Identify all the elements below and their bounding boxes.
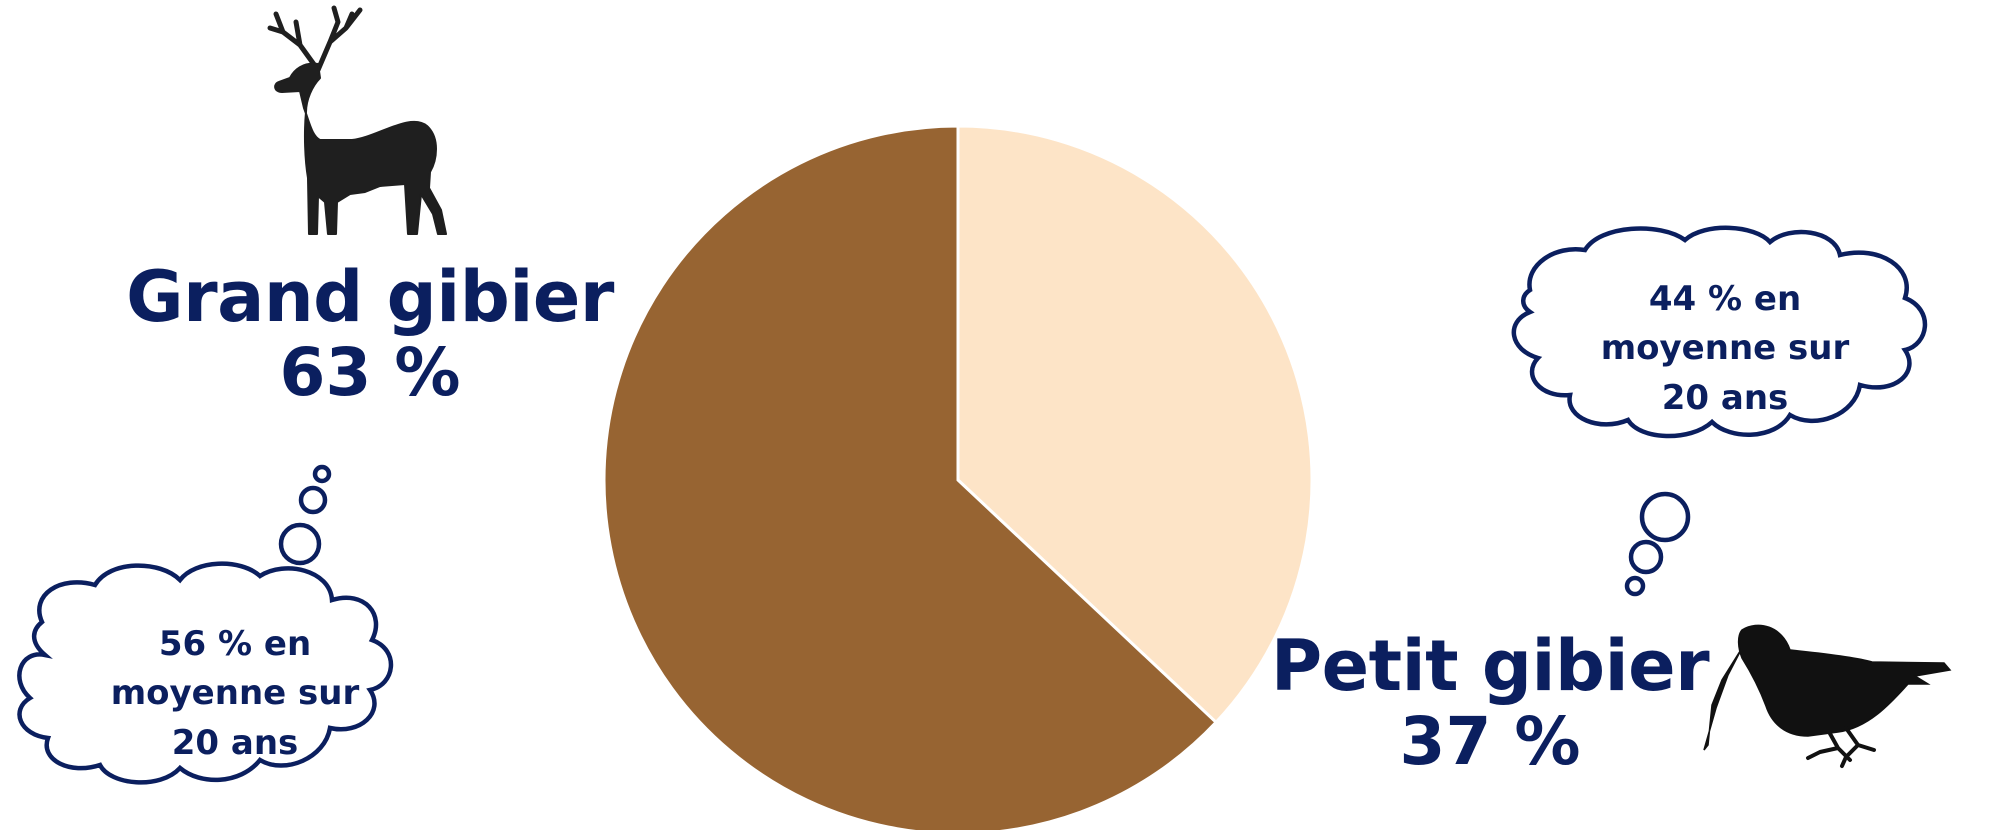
grand-average-line: moyenne sur	[110, 673, 360, 714]
petit-gibier-value: 37 %	[1399, 703, 1581, 781]
deer-icon	[267, 5, 447, 235]
grand-average-line: 20 ans	[171, 722, 299, 763]
petit-average-line: 44 % en	[1648, 279, 1802, 319]
petit-average-line: moyenne sur	[1600, 328, 1850, 369]
woodcock-icon	[1703, 624, 1952, 768]
grand-gibier-name: Grand gibier	[126, 256, 614, 338]
grand-gibier-label: Grand gibier 63 %	[120, 258, 620, 410]
pie-slice-grand-gibier	[602, 124, 1219, 830]
grand-gibier-value: 63 %	[279, 334, 461, 412]
grand-average-line: 56 % en	[158, 624, 312, 664]
pie-slices	[602, 124, 1314, 830]
thought-cloud-right	[1511, 225, 1928, 597]
grand-average-note: 56 % en moyenne sur 20 ans	[80, 620, 390, 768]
petit-average-line: 20 ans	[1661, 377, 1789, 418]
petit-gibier-label: Petit gibier 37 %	[1265, 627, 1715, 779]
pie-slice-petit-gibier	[956, 124, 1314, 725]
petit-gibier-name: Petit gibier	[1270, 625, 1710, 707]
petit-average-note: 44 % en moyenne sur 20 ans	[1570, 275, 1880, 423]
thought-cloud-left	[17, 464, 394, 785]
